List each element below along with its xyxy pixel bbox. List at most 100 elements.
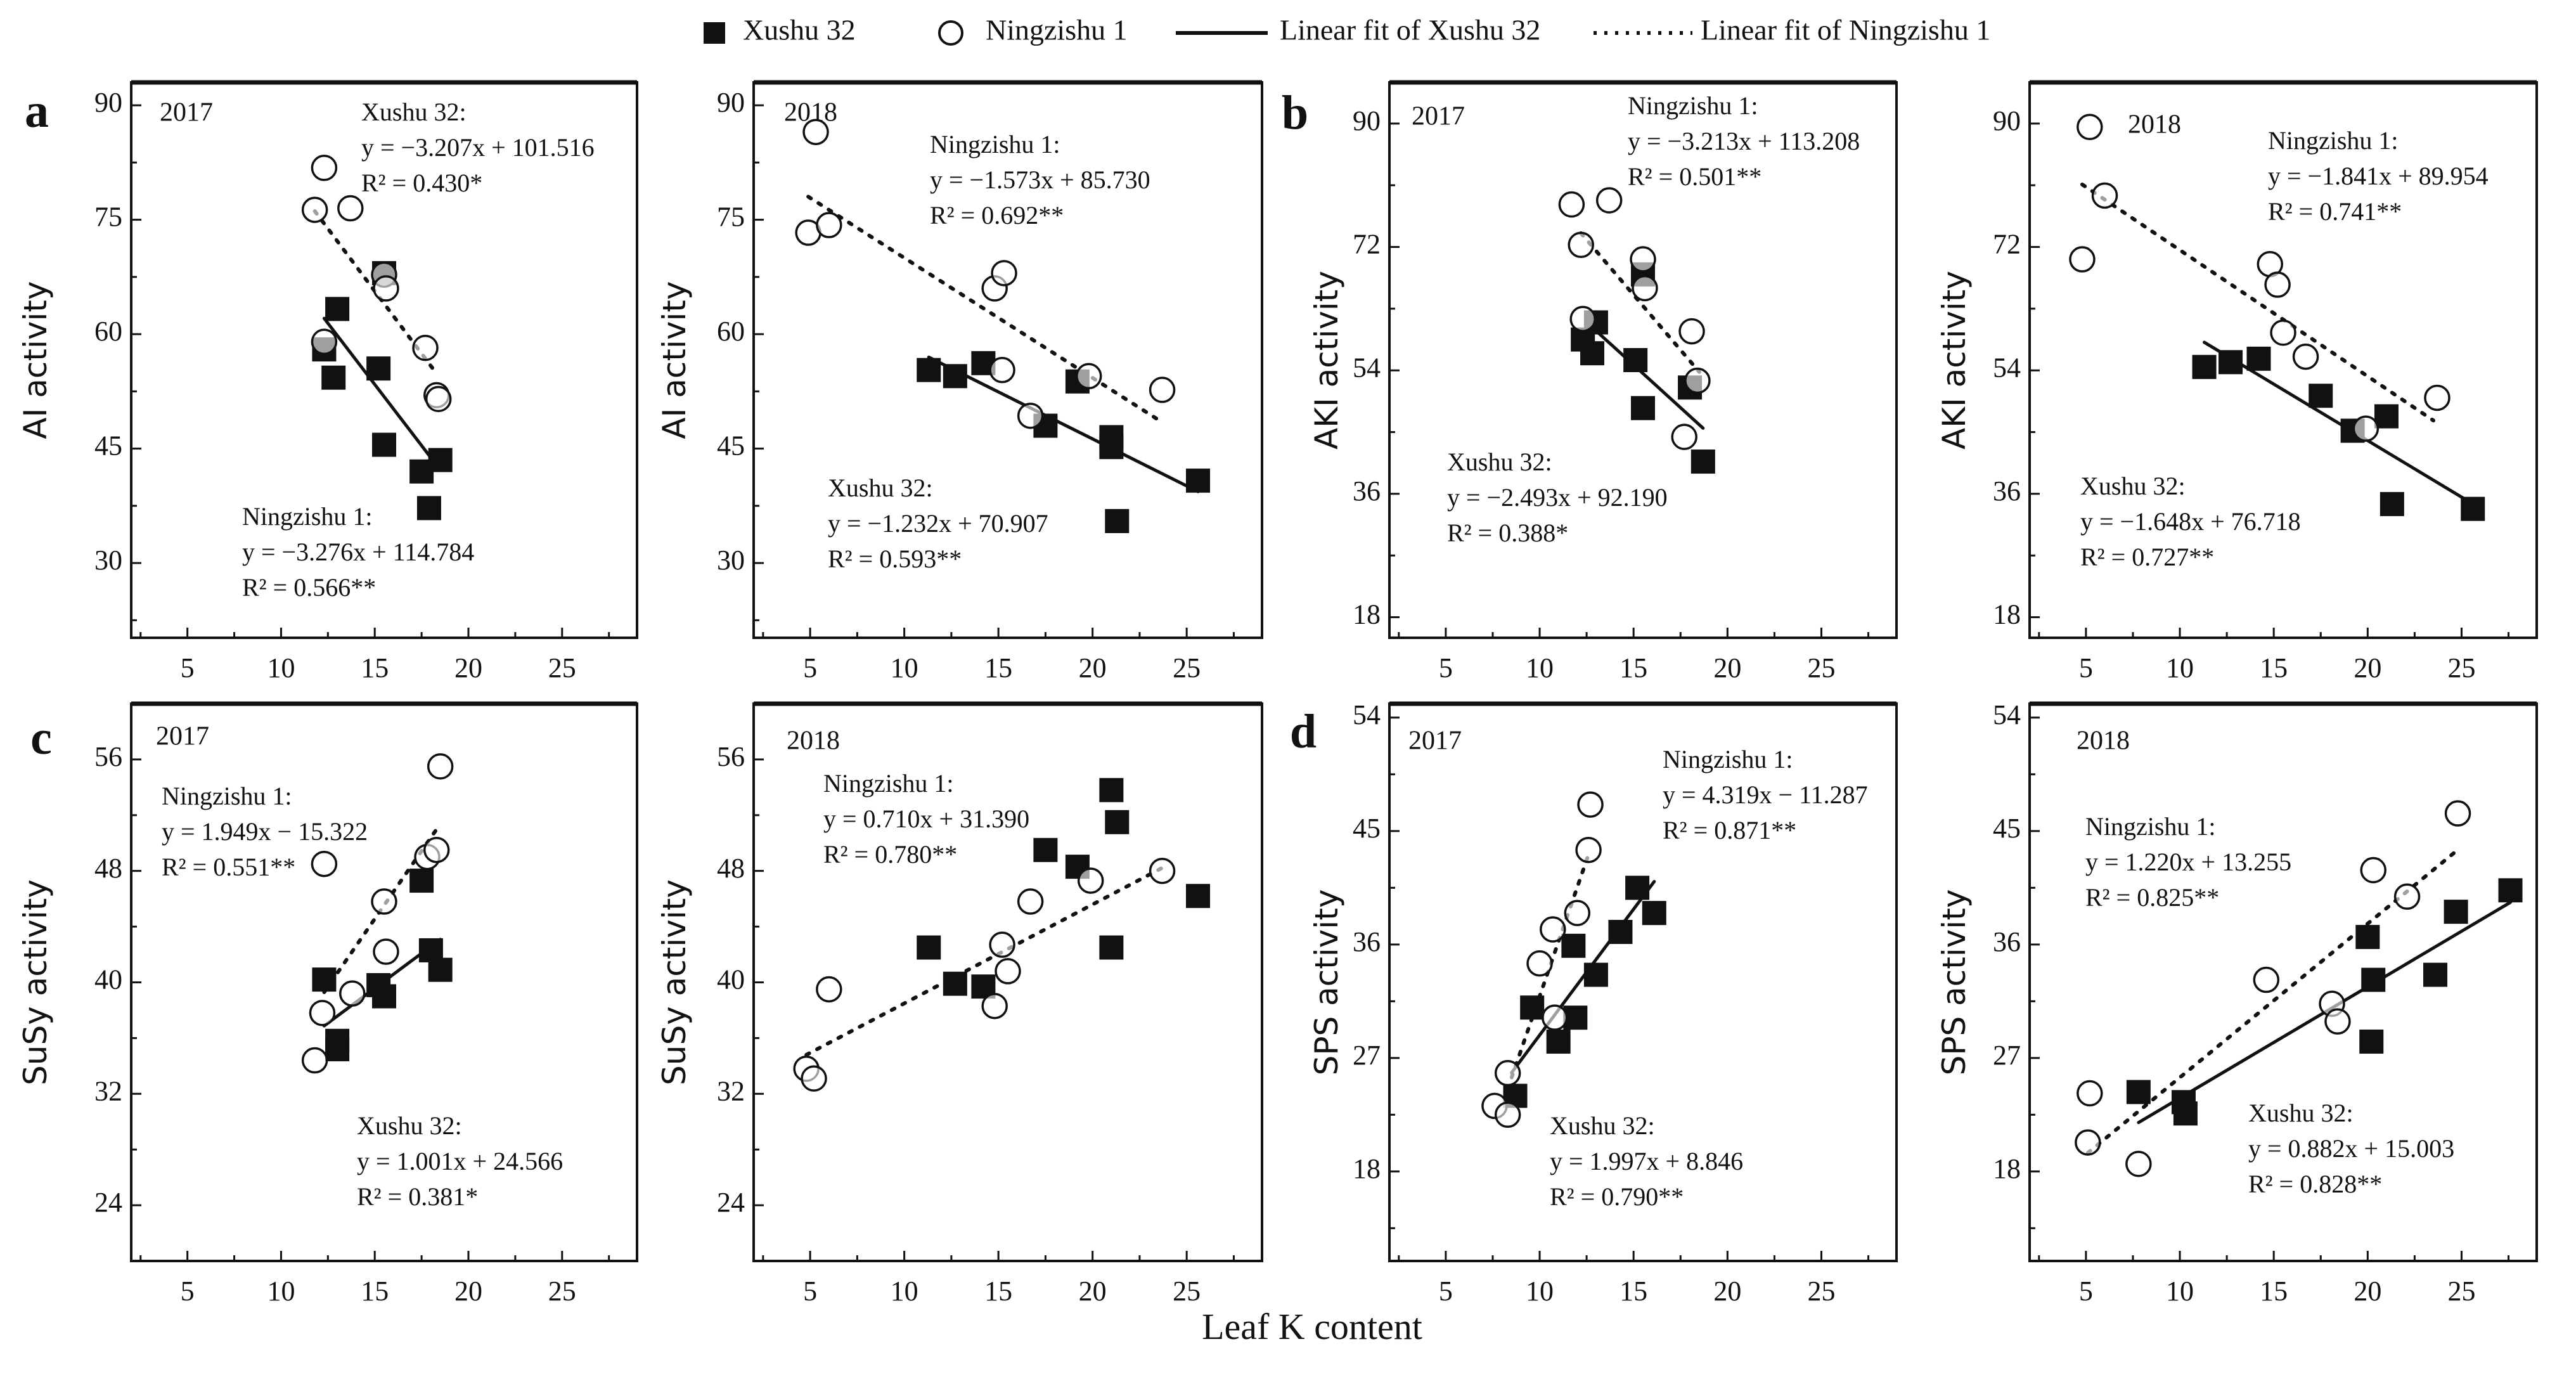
- panel-letter: c: [30, 711, 52, 765]
- y-tick-label: 18: [1993, 1153, 2021, 1184]
- point-xushu-32: [416, 496, 441, 520]
- y-tick-label: 32: [94, 1075, 122, 1106]
- point-ningzishu-1: [2424, 384, 2450, 411]
- point-ningzishu-1: [371, 888, 397, 915]
- point-ningzishu-1: [2292, 343, 2319, 370]
- fit-annotation-eq: y = −1.573x + 85.730: [930, 165, 1150, 194]
- point-xushu-32: [943, 364, 967, 389]
- fit-annotation-name: Xushu 32:: [1550, 1111, 1655, 1140]
- fit-annotation-name: Xushu 32:: [2248, 1099, 2354, 1127]
- point-xushu-32: [1631, 396, 1655, 420]
- point-ningzishu-1: [801, 1065, 827, 1092]
- x-tick-label: 20: [1079, 1276, 1107, 1307]
- point-ningzishu-1: [301, 1047, 328, 1074]
- point-ningzishu-1: [337, 195, 364, 222]
- fit-annotation-r2: R² = 0.551**: [162, 853, 295, 881]
- x-tick-label: 10: [891, 1276, 918, 1307]
- fit-annotation-eq: y = 1.997x + 8.846: [1550, 1147, 1743, 1175]
- point-ningzishu-1: [816, 976, 842, 1003]
- y-tick-label: 18: [1993, 599, 2021, 630]
- point-xushu-32: [372, 432, 396, 457]
- point-xushu-32: [1099, 435, 1124, 460]
- x-tick-label: 25: [1173, 652, 1201, 683]
- point-xushu-32: [1186, 884, 1211, 908]
- x-tick-label: 25: [548, 652, 576, 683]
- fit-annotation-r2: R² = 0.381*: [357, 1182, 478, 1211]
- x-tick-label: 10: [2166, 1276, 2194, 1307]
- x-tick-label: 20: [454, 652, 482, 683]
- point-ningzishu-1: [2360, 857, 2386, 884]
- x-tick-label: 25: [2447, 1276, 2475, 1307]
- y-tick-label: 72: [1353, 229, 1381, 260]
- scatter-panel-1: 5 10 15 20 25 30 45 60 75 90 AI activity a 2017 Xushu…: [17, 80, 638, 683]
- legend-item-label: Ningzishu 1: [986, 14, 1128, 46]
- point-xushu-32: [325, 297, 350, 321]
- x-tick-label: 5: [2079, 652, 2093, 683]
- point-ningzishu-1: [2444, 800, 2471, 827]
- x-tick-label: 10: [2166, 652, 2194, 683]
- x-tick-label: 20: [2354, 652, 2381, 683]
- y-tick-label: 48: [94, 853, 122, 884]
- fit-annotation-name: Ningzishu 1:: [1663, 745, 1793, 773]
- y-tick-label: 75: [717, 202, 745, 233]
- point-ningzishu-1: [2069, 246, 2096, 273]
- point-xushu-32: [372, 984, 396, 1009]
- point-xushu-32: [1099, 935, 1124, 960]
- point-ningzishu-1: [989, 356, 1015, 384]
- y-tick-label: 24: [717, 1187, 745, 1218]
- point-ningzishu-1: [412, 334, 439, 361]
- x-axis-label: Leaf K content: [1202, 1306, 1422, 1347]
- point-xushu-32: [1690, 449, 1715, 474]
- fit-annotation-eq: y = 4.319x − 11.287: [1663, 780, 1868, 809]
- y-tick-label: 27: [1993, 1040, 2021, 1071]
- point-xushu-32: [1623, 348, 1648, 372]
- x-tick-label: 25: [548, 1276, 576, 1307]
- panel-letter: b: [1282, 86, 1308, 139]
- fit-annotation-r2: R² = 0.828**: [2248, 1170, 2382, 1198]
- x-tick-label: 5: [803, 1276, 817, 1307]
- fit-annotation-eq: y = 0.882x + 15.003: [2248, 1134, 2454, 1163]
- point-xushu-32: [1033, 837, 1058, 862]
- point-xushu-32: [1520, 995, 1545, 1020]
- fit-line-xushu-32: [1510, 879, 1656, 1075]
- y-axis-label: AKI activity: [1936, 271, 1973, 449]
- fit-annotation-eq: y = −3.213x + 113.208: [1628, 127, 1860, 155]
- fit-annotation-name: Xushu 32:: [828, 474, 933, 502]
- point-xushu-32: [325, 1037, 350, 1061]
- y-tick-label: 24: [94, 1187, 122, 1218]
- x-tick-label: 15: [1620, 1276, 1647, 1307]
- point-ningzishu-1: [2077, 1080, 2103, 1107]
- legend-item-label: Linear fit of Ningzishu 1: [1701, 14, 1990, 46]
- point-xushu-32: [2355, 924, 2380, 949]
- x-tick-label: 5: [1439, 1276, 1453, 1307]
- point-xushu-32: [409, 869, 434, 893]
- y-tick-label: 36: [1353, 926, 1381, 957]
- x-tick-label: 5: [803, 652, 817, 683]
- y-tick-label: 54: [1993, 699, 2021, 730]
- x-tick-label: 5: [181, 652, 195, 683]
- point-ningzishu-1: [2075, 1129, 2101, 1156]
- point-xushu-32: [1625, 876, 1650, 900]
- y-tick-label: 40: [717, 964, 745, 995]
- point-ningzishu-1: [2393, 883, 2421, 910]
- y-axis-label: SuSy activity: [656, 879, 693, 1085]
- point-ningzishu-1: [2270, 319, 2296, 346]
- y-tick-label: 90: [1993, 105, 2021, 136]
- scatter-panel-3: 5 10 15 20 25 18 36 54 72 90 AKI activity b 2017 Xush…: [1282, 80, 1898, 683]
- x-tick-label: 5: [1439, 652, 1453, 683]
- point-xushu-32: [1608, 919, 1633, 944]
- y-axis-label: SPS activity: [1308, 889, 1345, 1076]
- fit-annotation-r2: R² = 0.780**: [823, 840, 957, 869]
- point-xushu-32: [2359, 1029, 2384, 1054]
- x-tick-label: 25: [1173, 1276, 1201, 1307]
- point-xushu-32: [943, 971, 967, 996]
- point-ningzishu-1: [1684, 367, 1711, 394]
- fit-annotation-r2: R² = 0.388*: [1447, 519, 1568, 547]
- point-xushu-32: [1561, 933, 1586, 958]
- fit-line-ningzishu-1: [804, 865, 1164, 1057]
- x-tick-label: 20: [1079, 652, 1107, 683]
- x-tick-label: 20: [1713, 652, 1741, 683]
- fit-annotation-name: Xushu 32:: [2080, 472, 2186, 500]
- point-xushu-32: [2246, 346, 2271, 371]
- point-ningzishu-1: [2264, 271, 2291, 298]
